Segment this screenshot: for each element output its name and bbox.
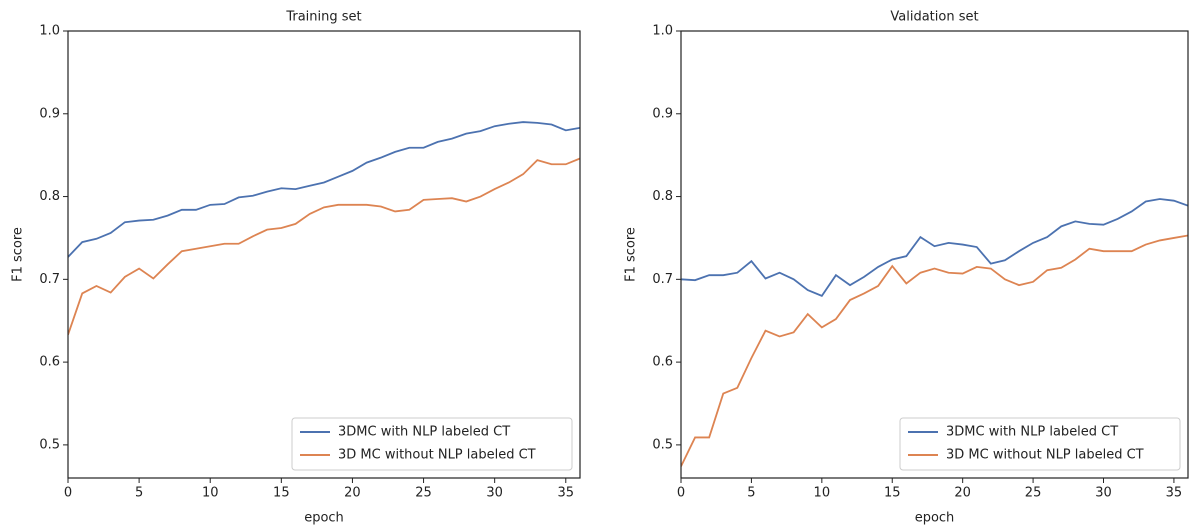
- x-tick-label: 5: [747, 486, 755, 501]
- y-tick-label: 0.5: [652, 437, 673, 452]
- plot-frame: [680, 30, 1189, 479]
- legend-label: 3DMC with NLP labeled CT: [946, 425, 1118, 440]
- x-tick-label: 30: [486, 486, 503, 501]
- chart-title: Training set: [285, 10, 361, 25]
- x-tick-label: 20: [954, 486, 971, 501]
- x-axis-label: epoch: [304, 511, 344, 526]
- series-line: [681, 198, 1188, 297]
- y-tick-label: 0.9: [39, 106, 60, 121]
- x-tick-label: 25: [1025, 486, 1042, 501]
- x-tick-label: 35: [1166, 486, 1183, 501]
- x-tick-label: 10: [202, 486, 219, 501]
- x-tick-label: 0: [64, 486, 72, 501]
- y-tick-label: 0.7: [39, 272, 60, 287]
- y-tick-label: 0.8: [39, 189, 60, 204]
- series-line: [68, 121, 580, 258]
- y-tick-label: 0.6: [39, 355, 60, 370]
- x-tick-label: 15: [884, 486, 901, 501]
- plot-frame: [67, 30, 581, 479]
- y-tick-label: 1.0: [652, 24, 673, 39]
- legend-label: 3D MC without NLP labeled CT: [946, 448, 1144, 463]
- y-axis-label: F1 score: [11, 227, 26, 282]
- y-tick-label: 0.7: [652, 272, 673, 287]
- series-line: [681, 234, 1188, 467]
- x-tick-label: 30: [1095, 486, 1112, 501]
- legend-label: 3DMC with NLP labeled CT: [338, 425, 510, 440]
- y-tick-label: 1.0: [39, 24, 60, 39]
- y-tick-label: 0.5: [39, 437, 60, 452]
- y-tick-label: 0.8: [652, 189, 673, 204]
- x-tick-label: 10: [814, 486, 831, 501]
- series-line: [68, 157, 580, 336]
- chart-title: Validation set: [890, 10, 978, 25]
- x-axis-label: epoch: [915, 511, 955, 526]
- legend-label: 3D MC without NLP labeled CT: [338, 448, 536, 463]
- y-tick-label: 0.9: [652, 106, 673, 121]
- legend-box: [899, 417, 1181, 471]
- y-axis-label: F1 score: [624, 227, 639, 282]
- x-tick-label: 5: [135, 486, 143, 501]
- x-tick-label: 25: [415, 486, 432, 501]
- x-tick-label: 0: [677, 486, 685, 501]
- y-tick-label: 0.6: [652, 355, 673, 370]
- x-tick-label: 35: [558, 486, 575, 501]
- legend-box: [291, 417, 573, 471]
- x-tick-label: 20: [344, 486, 361, 501]
- x-tick-label: 15: [273, 486, 290, 501]
